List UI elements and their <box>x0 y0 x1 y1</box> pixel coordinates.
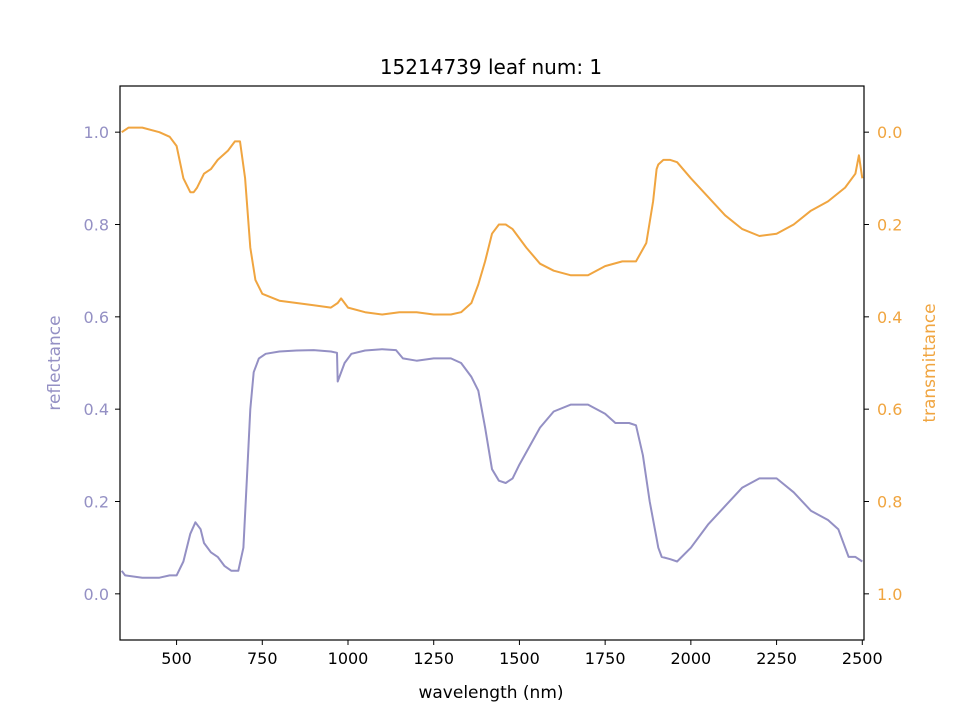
x-tick-label: 1750 <box>585 649 626 668</box>
x-tick-label: 2500 <box>842 649 883 668</box>
x-tick-label: 1250 <box>413 649 454 668</box>
x-axis: 500 750 1000 1250 1500 1750 2000 2250 2500 <box>161 640 883 668</box>
left-y-tick-label: 0.6 <box>84 308 109 327</box>
x-tick-label: 750 <box>247 649 278 668</box>
right-y-tick-label: 0.6 <box>877 400 902 419</box>
x-tick-label: 2250 <box>756 649 797 668</box>
left-y-tick-label: 0.8 <box>84 216 109 235</box>
plot-frame <box>119 85 865 641</box>
chart-title: 15214739 leaf num: 1 <box>380 55 602 79</box>
x-tick-label: 1500 <box>499 649 540 668</box>
left-y-tick-label: 0.4 <box>84 400 109 419</box>
right-y-tick-label: 0.2 <box>877 216 902 235</box>
left-y-tick-label: 0.0 <box>84 585 109 604</box>
right-y-tick-label: 0.8 <box>877 493 902 512</box>
right-y-tick-label: 1.0 <box>877 585 902 604</box>
x-tick-label: 500 <box>161 649 192 668</box>
left-y-axis-label: reflectance <box>45 315 65 410</box>
x-axis-label: wavelength (nm) <box>418 683 563 703</box>
reflectance-series-line <box>120 348 863 579</box>
x-tick-label: 1000 <box>328 649 369 668</box>
right-y-tick-label: 0.4 <box>877 308 902 327</box>
right-y-tick-label: 0.0 <box>877 123 902 142</box>
plot-area <box>120 126 864 579</box>
left-y-tick-label: 0.2 <box>84 493 109 512</box>
left-y-tick-label: 1.0 <box>84 123 109 142</box>
right-y-axis: 0.0 0.2 0.4 0.6 0.8 1.0 <box>864 123 902 604</box>
right-y-axis-label: transmittance <box>920 303 940 422</box>
x-tick-label: 2000 <box>670 649 711 668</box>
left-y-axis: 0.0 0.2 0.4 0.6 0.8 1.0 <box>84 123 120 604</box>
transmittance-series-line <box>121 126 864 316</box>
